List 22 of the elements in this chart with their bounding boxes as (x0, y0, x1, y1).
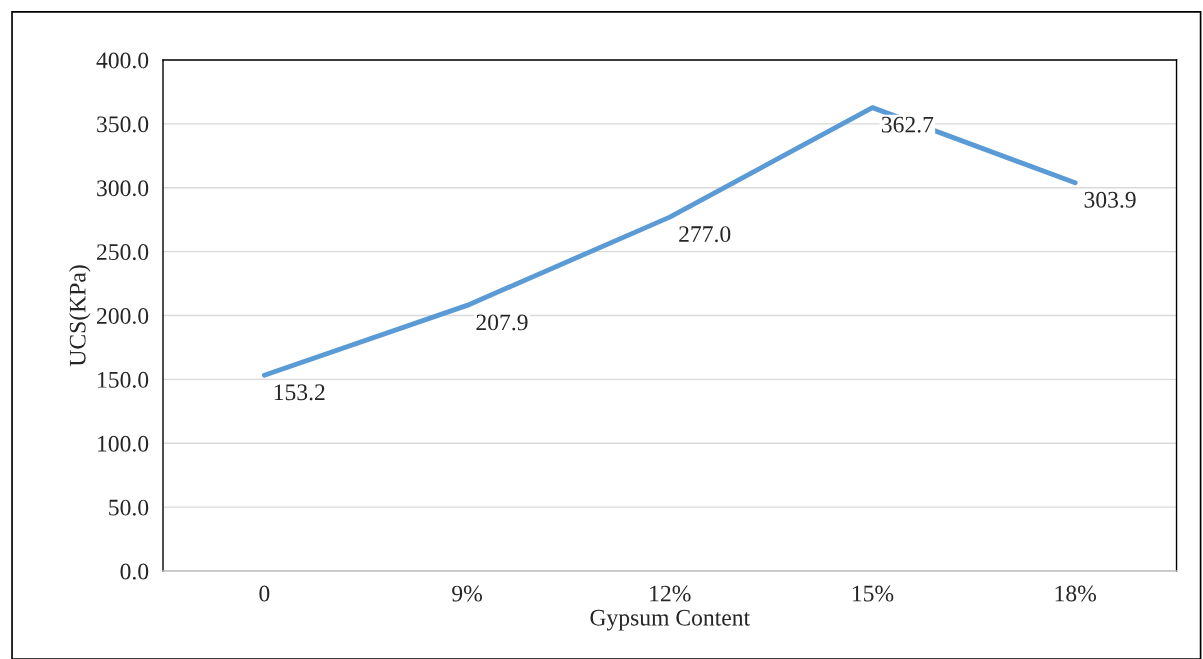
x-axis-title: Gypsum Content (590, 609, 750, 631)
data-label: 303.9 (1084, 191, 1136, 208)
line-series (261, 105, 1078, 378)
data-label: 153.2 (274, 384, 325, 401)
y-tick-label: 350.0 (97, 116, 149, 133)
y-tick-label: 100.0 (98, 435, 149, 452)
x-tick-label: 0 (259, 585, 270, 602)
x-tick-label: 18% (1055, 585, 1097, 602)
x-tick-label: 15% (852, 585, 894, 602)
y-tick-label: 150.0 (98, 371, 149, 388)
y-tick-label: 200.0 (97, 307, 149, 325)
y-tick-label: 250.0 (97, 244, 149, 261)
y-axis-title: UCS(KPa) (69, 265, 91, 367)
y-tick-label: 0.0 (120, 563, 149, 580)
y-tick-label: 300.0 (97, 180, 149, 197)
y-tick-label: 50.0 (109, 499, 149, 516)
x-tick-label: 9% (452, 585, 482, 602)
x-tick-label: 12% (650, 585, 691, 602)
data-label: 277.0 (679, 226, 731, 243)
data-label: 362.7 (881, 116, 934, 133)
y-tick-label: 400.0 (96, 52, 149, 69)
data-label: 207.9 (476, 314, 528, 331)
